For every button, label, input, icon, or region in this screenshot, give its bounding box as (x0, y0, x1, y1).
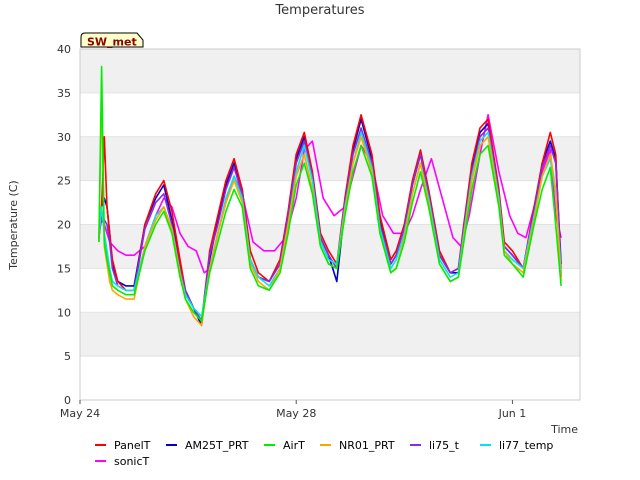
x-tick-label: Jun 1 (498, 407, 527, 420)
x-tick-label: May 28 (276, 407, 316, 420)
grid-band (80, 268, 580, 313)
grid-band (80, 92, 580, 137)
sw-met-badge: SW_met (80, 32, 144, 49)
y-tick-label: 10 (57, 306, 71, 319)
grid-band (80, 49, 580, 93)
legend-label: sonicT (114, 455, 150, 468)
grid-band (80, 312, 580, 357)
grid-band (80, 356, 580, 400)
series-line-li77-temp (98, 131, 562, 318)
x-axis-label: Time (550, 423, 578, 436)
badge-label: SW_met (87, 36, 137, 49)
y-tick-label: 15 (57, 262, 71, 275)
x-axis-ticks: May 24 May 28 Jun 1 (60, 400, 526, 420)
y-tick-label: 30 (57, 131, 71, 144)
grid-band (80, 136, 580, 181)
y-tick-label: 0 (64, 394, 71, 407)
legend-label: PanelT (114, 439, 151, 452)
legend-label: li75_t (429, 439, 460, 452)
legend-label: NR01_PRT (339, 439, 395, 452)
x-tick-label: May 24 (60, 407, 100, 420)
series-line-sonict (98, 114, 562, 274)
y-tick-label: 20 (57, 219, 71, 232)
series-lines (98, 65, 562, 327)
legend-label: AirT (283, 439, 305, 452)
chart-title: Temperatures (274, 3, 364, 18)
plot-frame (79, 48, 581, 401)
y-tick-label: 40 (57, 43, 71, 56)
y-tick-label: 5 (64, 350, 71, 363)
y-axis-ticks: 0 5 10 15 20 25 30 35 40 (57, 43, 71, 407)
legend-label: li77_temp (499, 439, 553, 452)
legend-label: AM25T_PRT (185, 439, 249, 452)
legend: PanelT AM25T_PRT AirT NR01_PRT li75_t li77_te… (95, 439, 553, 468)
y-tick-label: 35 (57, 87, 71, 100)
y-axis-label: Temperature (C) (7, 180, 20, 270)
series-line-airt (98, 65, 562, 322)
y-tick-label: 25 (57, 175, 71, 188)
